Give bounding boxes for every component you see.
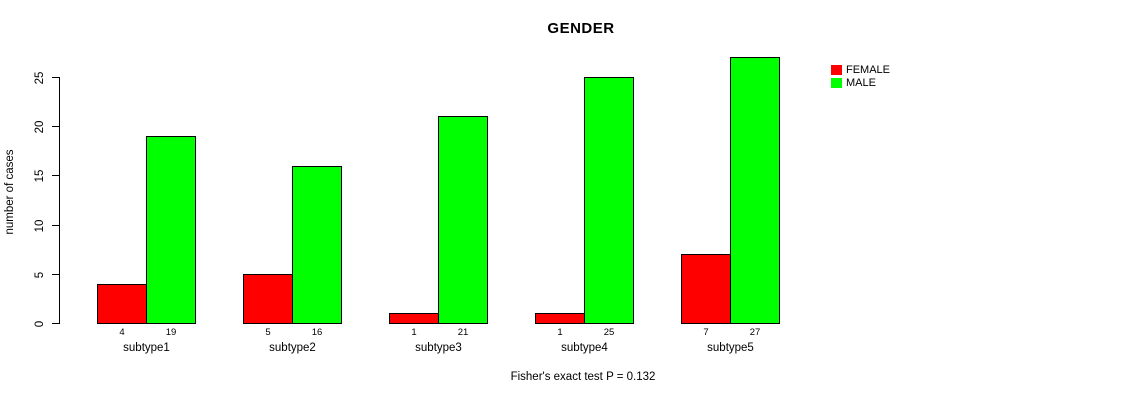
bar-female-subtype3 — [389, 313, 439, 324]
y-tick-label: 10 — [34, 219, 46, 232]
legend-entry-female: FEMALE — [831, 64, 890, 76]
bar-male-subtype3 — [438, 116, 488, 324]
y-axis-title: number of cases — [4, 149, 16, 235]
y-tick-label: 5 — [34, 271, 46, 278]
legend-entry-male: MALE — [831, 77, 890, 89]
bar-female-subtype1 — [97, 284, 147, 324]
bar-value-label-male-subtype4: 25 — [603, 327, 615, 338]
y-tick-label: 20 — [34, 120, 46, 133]
legend-label-male: MALE — [846, 77, 876, 89]
category-label-subtype1: subtype1 — [123, 342, 170, 354]
y-tick — [52, 175, 59, 176]
bar-value-label-male-subtype2: 16 — [311, 327, 323, 338]
bar-female-subtype2 — [243, 274, 293, 324]
category-label-subtype5: subtype5 — [707, 342, 754, 354]
bar-value-label-female-subtype4: 1 — [557, 327, 563, 338]
bar-value-label-female-subtype1: 4 — [119, 327, 125, 338]
y-axis-line — [59, 77, 60, 324]
y-tick — [52, 126, 59, 127]
legend: FEMALE MALE — [831, 64, 890, 90]
bar-value-label-female-subtype3: 1 — [411, 327, 417, 338]
bar-value-label-female-subtype2: 5 — [265, 327, 271, 338]
bar-value-label-male-subtype1: 19 — [165, 327, 177, 338]
bar-female-subtype5 — [681, 254, 731, 324]
y-tick-label: 15 — [34, 169, 46, 182]
bar-male-subtype2 — [292, 166, 342, 324]
y-tick — [52, 77, 59, 78]
y-tick-label: 0 — [34, 320, 46, 327]
footnote-text: Fisher's exact test P = 0.132 — [510, 371, 656, 383]
category-label-subtype3: subtype3 — [415, 342, 462, 354]
bar-male-subtype1 — [146, 136, 196, 324]
bar-male-subtype4 — [584, 77, 634, 324]
chart-title: GENDER — [547, 20, 615, 37]
bar-value-label-female-subtype5: 7 — [703, 327, 709, 338]
bar-value-label-male-subtype3: 21 — [457, 327, 469, 338]
legend-swatch-female — [831, 65, 842, 75]
y-tick — [52, 225, 59, 226]
y-tick — [52, 323, 59, 324]
y-tick-label: 25 — [34, 71, 46, 84]
bar-male-subtype5 — [730, 57, 780, 324]
bar-value-label-male-subtype5: 27 — [749, 327, 761, 338]
legend-swatch-male — [831, 78, 842, 88]
y-tick — [52, 274, 59, 275]
category-label-subtype4: subtype4 — [561, 342, 608, 354]
bar-female-subtype4 — [535, 313, 585, 324]
category-label-subtype2: subtype2 — [269, 342, 316, 354]
legend-label-female: FEMALE — [846, 64, 891, 76]
